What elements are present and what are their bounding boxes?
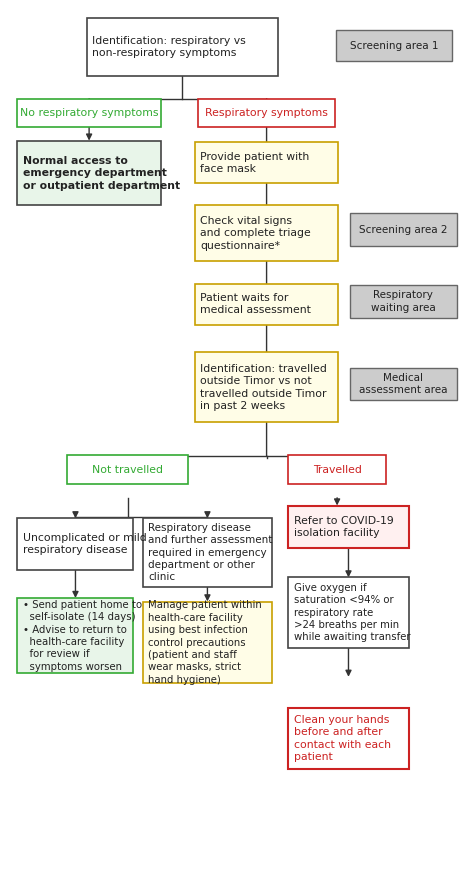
Text: Uncomplicated or mild
respiratory disease: Uncomplicated or mild respiratory diseas…: [23, 533, 146, 555]
FancyBboxPatch shape: [195, 142, 338, 184]
FancyBboxPatch shape: [350, 286, 456, 318]
FancyBboxPatch shape: [195, 352, 338, 422]
FancyBboxPatch shape: [67, 455, 188, 483]
Text: Identification: travelled
outside Timor vs not
travelled outside Timor
in past 2: Identification: travelled outside Timor …: [201, 364, 327, 411]
Text: Not travelled: Not travelled: [92, 465, 163, 475]
FancyBboxPatch shape: [350, 213, 456, 246]
Text: Screening area 1: Screening area 1: [350, 40, 438, 51]
FancyBboxPatch shape: [195, 205, 338, 261]
Text: Medical
assessment area: Medical assessment area: [359, 372, 447, 395]
FancyBboxPatch shape: [350, 368, 456, 400]
Text: Normal access to
emergency department
or outpatient department: Normal access to emergency department or…: [23, 156, 180, 191]
Text: Identification: respiratory vs
non-respiratory symptoms: Identification: respiratory vs non-respi…: [92, 36, 246, 59]
Text: Respiratory symptoms: Respiratory symptoms: [205, 108, 328, 118]
FancyBboxPatch shape: [288, 578, 409, 648]
Text: Refer to COVID-19
isolation facility: Refer to COVID-19 isolation facility: [294, 516, 393, 538]
FancyBboxPatch shape: [195, 284, 338, 325]
Text: Travelled: Travelled: [313, 465, 362, 475]
Text: No respiratory symptoms: No respiratory symptoms: [20, 108, 158, 118]
FancyBboxPatch shape: [288, 505, 409, 548]
Text: Provide patient with
face mask: Provide patient with face mask: [201, 152, 310, 174]
Text: Screening area 2: Screening area 2: [359, 225, 447, 235]
Text: Check vital signs
and complete triage
questionnaire*: Check vital signs and complete triage qu…: [201, 216, 311, 251]
FancyBboxPatch shape: [18, 141, 161, 205]
Text: Clean your hands
before and after
contact with each
patient: Clean your hands before and after contac…: [294, 715, 391, 762]
Text: • Send patient home to
  self-isolate (14 days)
• Advise to return to
  health-c: • Send patient home to self-isolate (14 …: [23, 600, 142, 672]
FancyBboxPatch shape: [336, 30, 452, 61]
FancyBboxPatch shape: [18, 99, 161, 128]
FancyBboxPatch shape: [288, 455, 386, 483]
Text: Patient waits for
medical assessment: Patient waits for medical assessment: [201, 293, 311, 316]
FancyBboxPatch shape: [198, 99, 335, 128]
FancyBboxPatch shape: [18, 598, 134, 673]
FancyBboxPatch shape: [18, 518, 134, 570]
Text: Respiratory disease
and further assessment
required in emergency
department or o: Respiratory disease and further assessme…: [148, 523, 273, 582]
Text: Respiratory
waiting area: Respiratory waiting area: [371, 290, 436, 313]
FancyBboxPatch shape: [143, 602, 272, 683]
FancyBboxPatch shape: [143, 518, 272, 587]
Text: Manage patient within
health-care facility
using best infection
control precauti: Manage patient within health-care facili…: [148, 600, 262, 684]
FancyBboxPatch shape: [288, 708, 409, 769]
Text: Give oxygen if
saturation <94% or
respiratory rate
>24 breaths per min
while awa: Give oxygen if saturation <94% or respir…: [294, 583, 410, 642]
FancyBboxPatch shape: [87, 18, 278, 76]
